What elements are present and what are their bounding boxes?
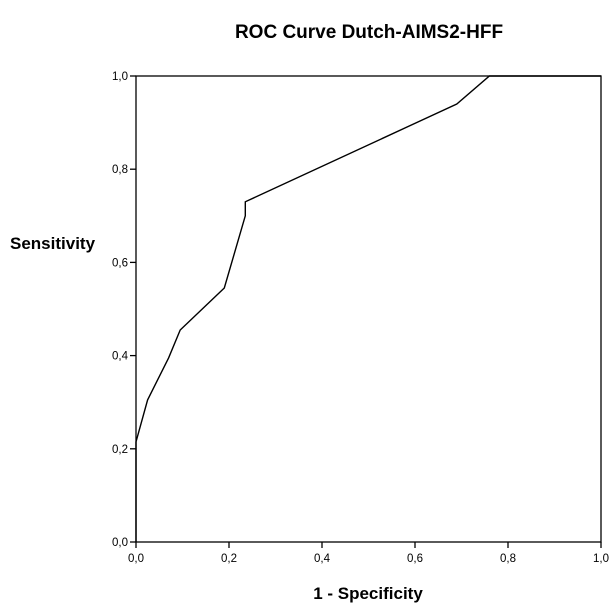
roc-curve-line xyxy=(135,75,601,542)
x-tick-label: 0,0 xyxy=(128,553,144,565)
x-axis-title: 1 - Specificity xyxy=(313,584,423,603)
chart-title: ROC Curve Dutch-AIMS2-HFF xyxy=(235,22,503,43)
x-tick-label: 0,2 xyxy=(221,553,237,565)
x-tick-label: 0,4 xyxy=(314,553,331,565)
y-axis-ticks: 0,0 0,2 0,4 0,6 0,8 1,0 xyxy=(112,71,136,549)
y-tick-label: 0,4 xyxy=(112,351,129,363)
x-tick-label: 0,8 xyxy=(500,553,516,565)
y-axis-title: Sensitivity xyxy=(10,234,96,253)
y-tick-label: 0,6 xyxy=(112,257,128,269)
plot-frame xyxy=(135,75,602,543)
y-tick-label: 0,2 xyxy=(112,444,128,456)
y-tick-label: 0,8 xyxy=(112,164,128,176)
x-tick-label: 0,6 xyxy=(407,553,423,565)
x-axis-ticks: 0,0 0,2 0,4 0,6 0,8 1,0 xyxy=(128,542,609,565)
y-tick-label: 0,0 xyxy=(112,537,128,549)
x-tick-label: 1,0 xyxy=(593,553,609,565)
y-tick-label: 1,0 xyxy=(112,71,128,83)
